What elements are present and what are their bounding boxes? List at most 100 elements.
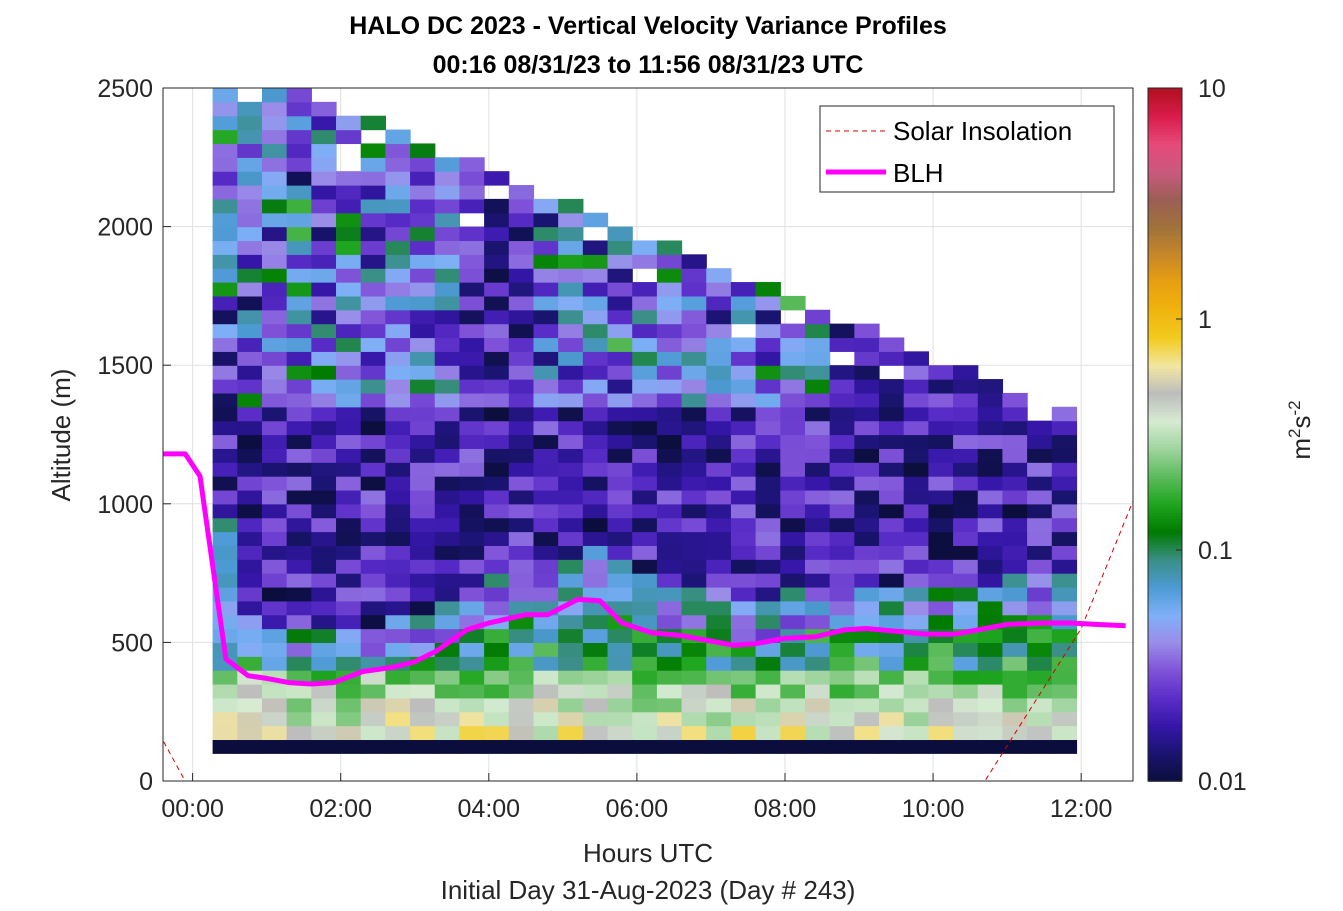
heatmap-cell (755, 503, 781, 519)
heatmap-cell (286, 157, 312, 172)
heatmap-cell (706, 406, 732, 422)
heatmap-cell (681, 545, 707, 560)
heatmap-cell (311, 517, 337, 533)
heatmap-cell (484, 573, 510, 588)
heatmap-cell (533, 559, 559, 574)
heatmap-cell (311, 586, 337, 602)
heatmap-cell (311, 171, 337, 186)
heatmap-cell (755, 670, 781, 685)
heatmap-cell (632, 351, 658, 366)
heatmap-cell (459, 462, 485, 477)
heatmap-cell (385, 226, 411, 242)
heatmap-cell (879, 670, 905, 685)
heatmap-cell (360, 115, 386, 131)
heatmap-cell (928, 573, 954, 588)
heatmap-cell (953, 531, 979, 546)
heatmap-cell (237, 365, 263, 380)
heatmap-cell (212, 573, 238, 588)
heatmap-cell (508, 711, 535, 727)
heatmap-cell (1002, 545, 1028, 560)
heatmap-cell (607, 282, 633, 297)
heatmap-cell (261, 212, 288, 228)
heatmap-cell (237, 240, 263, 255)
heatmap-cell (237, 406, 263, 422)
colorbar-step (1148, 180, 1182, 185)
colorbar-step (1148, 743, 1182, 748)
heatmap-cell (360, 600, 386, 616)
heatmap-cell (706, 683, 732, 699)
heatmap-cell (582, 489, 609, 505)
heatmap-cell (385, 143, 411, 158)
heatmap-cell (632, 392, 658, 408)
colorbar-step (1148, 708, 1182, 713)
x-tick-label: 10:00 (902, 795, 965, 823)
heatmap-cell (484, 697, 510, 713)
heatmap-cell (953, 406, 979, 422)
colorbar-step (1148, 500, 1182, 505)
heatmap-cell (261, 559, 288, 574)
heatmap-cell (730, 711, 757, 727)
heatmap-cell (953, 711, 979, 727)
heatmap-cell (410, 171, 436, 186)
heatmap-cell (261, 739, 288, 754)
heatmap-cell (508, 282, 535, 297)
heatmap-cell (632, 670, 658, 685)
colorbar-step (1148, 613, 1182, 618)
colorbar-step (1148, 356, 1182, 361)
heatmap-cell (459, 600, 485, 616)
heatmap-cell (237, 282, 263, 297)
heatmap-cell (336, 725, 362, 741)
heatmap-cell (1051, 503, 1078, 519)
heatmap-cell (508, 503, 535, 519)
heatmap-cell (1051, 628, 1078, 643)
heatmap-cell (484, 448, 510, 463)
heatmap-cell (656, 559, 683, 574)
heatmap-cell (434, 517, 461, 533)
heatmap-cell (459, 586, 485, 602)
heatmap-cell (385, 185, 411, 200)
colorbar-step (1148, 480, 1182, 485)
heatmap-cell (903, 448, 929, 463)
heatmap-cell (508, 379, 535, 394)
heatmap-cell (212, 115, 238, 131)
heatmap-cell (261, 185, 288, 200)
heatmap-cell (336, 711, 362, 727)
heatmap-cell (582, 476, 609, 491)
heatmap-cell (656, 476, 683, 491)
heatmap-cell (829, 503, 855, 519)
heatmap-cell (953, 392, 979, 408)
colorbar-step (1148, 555, 1182, 560)
heatmap-cell (286, 309, 312, 325)
heatmap-cell (212, 697, 238, 713)
heatmap-cell (261, 420, 288, 436)
heatmap-cell (928, 448, 954, 463)
heatmap-cell (261, 157, 288, 172)
heatmap-cell (804, 476, 831, 491)
heatmap-cell (484, 198, 510, 214)
heatmap-cell (1027, 586, 1053, 602)
heatmap-cell (854, 434, 880, 449)
heatmap-cell (385, 739, 411, 754)
heatmap-cell (607, 268, 633, 283)
heatmap-cell (410, 586, 436, 602)
heatmap-cell (311, 129, 337, 145)
colorbar-step (1148, 630, 1182, 635)
heatmap-cell (632, 379, 658, 394)
heatmap-cell (237, 101, 263, 117)
heatmap-cell (484, 365, 510, 380)
heatmap-cell (533, 683, 559, 699)
heatmap-cell (681, 406, 707, 422)
heatmap-cell (706, 600, 732, 616)
heatmap-cell (977, 476, 1004, 491)
heatmap-cell (558, 420, 584, 436)
colorbar-step (1148, 267, 1182, 271)
heatmap-cell (1027, 503, 1053, 519)
colorbar-step (1148, 469, 1182, 473)
heatmap-cell (237, 226, 263, 242)
heatmap-cell (237, 739, 263, 754)
heatmap-cell (311, 503, 337, 519)
heatmap-cell (879, 406, 905, 422)
heatmap-cell (730, 670, 757, 685)
colorbar-step (1148, 229, 1182, 234)
colorbar-step (1148, 417, 1182, 421)
